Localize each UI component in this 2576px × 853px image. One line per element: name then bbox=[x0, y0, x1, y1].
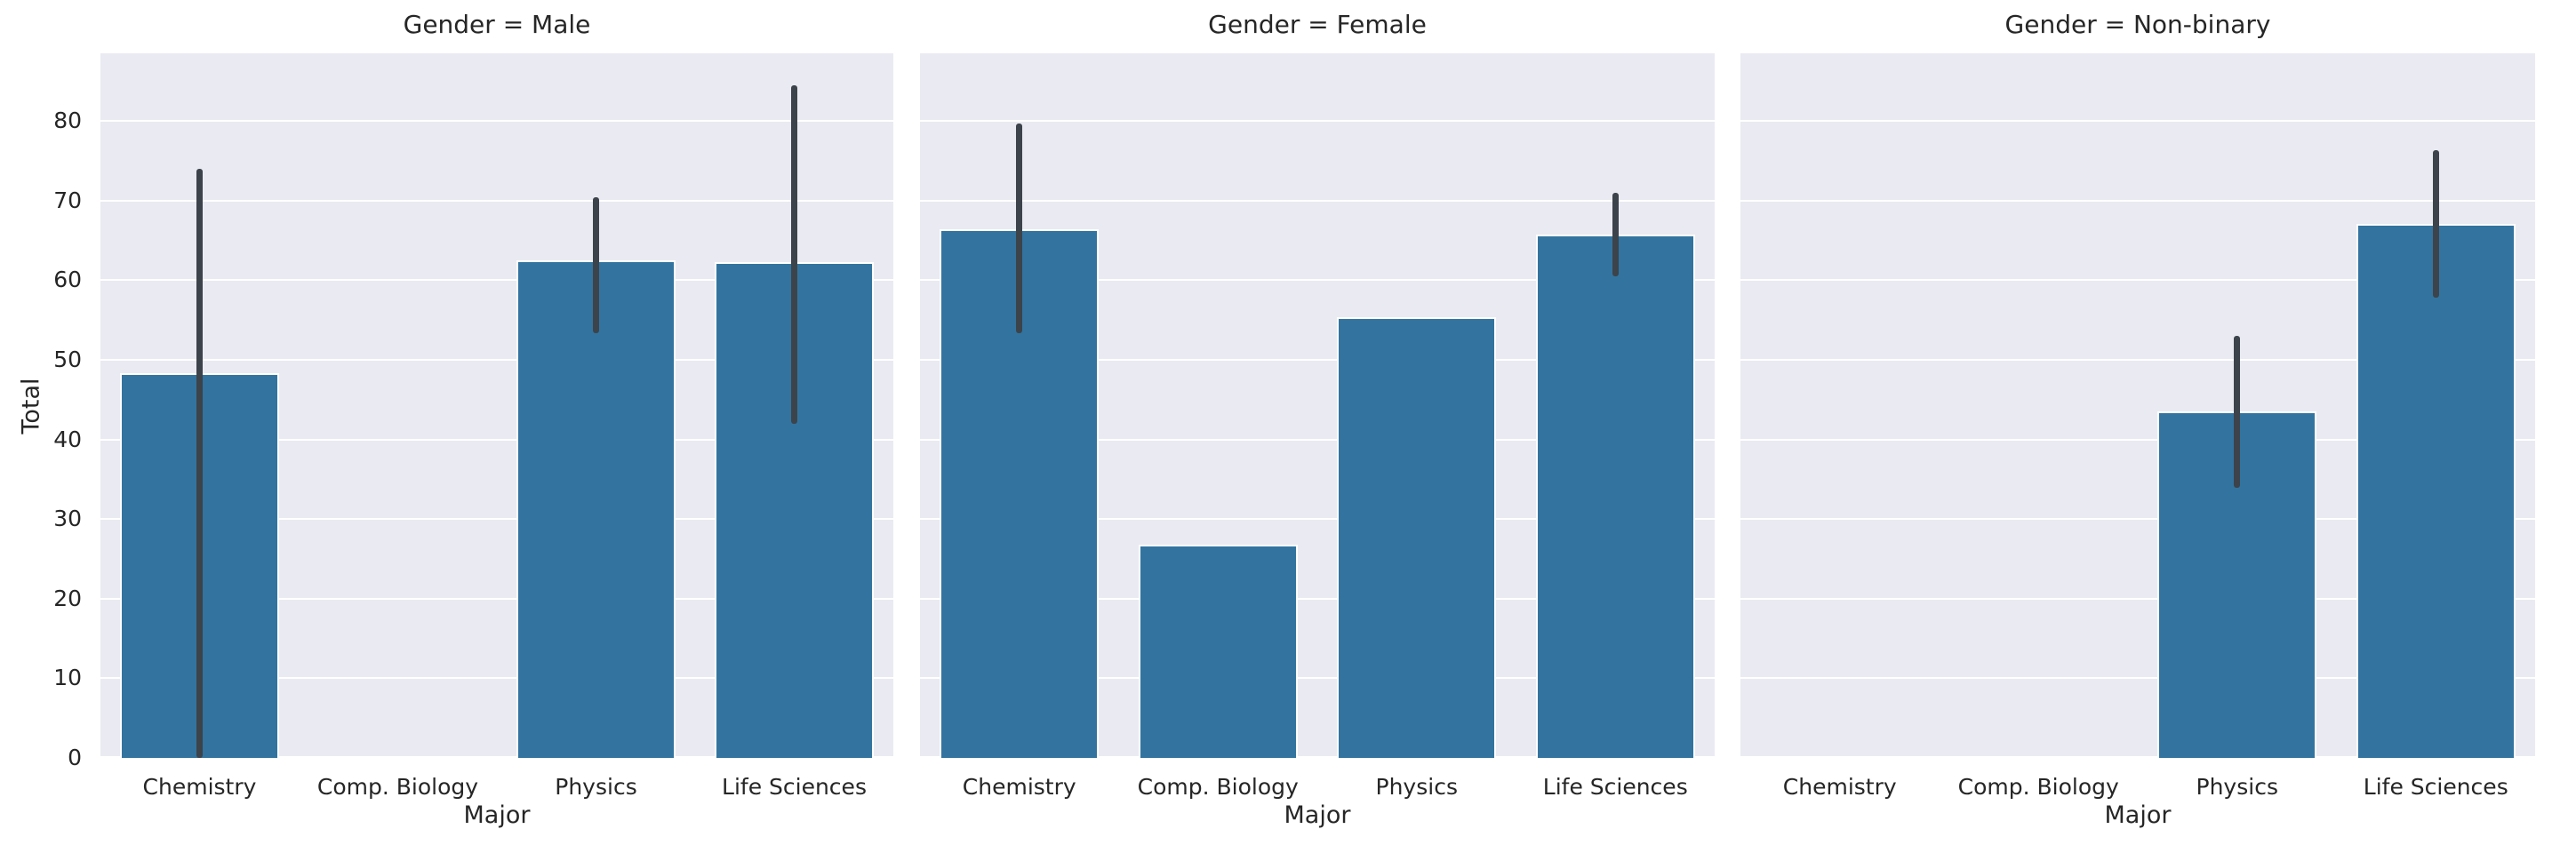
x-tick-label: Comp. Biology bbox=[1957, 774, 2119, 800]
bar-comp-biology bbox=[1138, 544, 1298, 758]
gridline bbox=[920, 358, 1715, 361]
x-tick-label: Life Sciences bbox=[722, 774, 867, 800]
x-tick-label: Chemistry bbox=[1782, 774, 1897, 800]
facet-axes bbox=[100, 53, 893, 758]
x-tick-label: Physics bbox=[555, 774, 637, 800]
y-tick-label: 40 bbox=[53, 426, 82, 452]
x-axis-label: Major bbox=[463, 801, 531, 829]
facet-title: Gender = Female bbox=[1208, 10, 1427, 39]
gridline bbox=[1740, 358, 2535, 361]
gridline bbox=[100, 438, 893, 441]
gridline bbox=[1740, 518, 2535, 521]
gridline bbox=[100, 279, 893, 282]
y-tick-label: 70 bbox=[53, 187, 82, 213]
gridline bbox=[920, 279, 1715, 282]
gridline bbox=[100, 358, 893, 361]
x-tick-label: Physics bbox=[2196, 774, 2278, 800]
gridline bbox=[100, 756, 893, 758]
gridline bbox=[100, 120, 893, 123]
y-tick-label: 20 bbox=[53, 585, 82, 611]
y-axis-label: Total bbox=[17, 377, 45, 434]
gridline bbox=[920, 438, 1715, 441]
gridline bbox=[1740, 677, 2535, 680]
x-tick-label: Comp. Biology bbox=[316, 774, 479, 800]
x-tick-label: Chemistry bbox=[142, 774, 257, 800]
gridline bbox=[920, 677, 1715, 680]
error-bar bbox=[2432, 150, 2439, 299]
y-tick-label: 50 bbox=[53, 346, 82, 372]
x-tick-label: Life Sciences bbox=[2363, 774, 2508, 800]
gridline bbox=[920, 597, 1715, 600]
error-bar bbox=[1612, 192, 1619, 276]
x-axis-label: Major bbox=[2104, 801, 2172, 829]
error-bar bbox=[1016, 123, 1023, 333]
facet-axes bbox=[1740, 53, 2535, 758]
gridline bbox=[100, 199, 893, 202]
y-tick-label: 60 bbox=[53, 267, 82, 293]
y-tick-label: 0 bbox=[68, 745, 82, 770]
gridline bbox=[1740, 756, 2535, 758]
bar-life-sciences bbox=[1535, 235, 1695, 758]
facet-axes bbox=[920, 53, 1715, 758]
facet-title: Gender = Non-binary bbox=[2004, 10, 2271, 39]
facet-title: Gender = Male bbox=[403, 10, 591, 39]
bar-life-sciences bbox=[2356, 223, 2516, 758]
gridline bbox=[100, 597, 893, 600]
error-bar bbox=[196, 168, 203, 758]
gridline bbox=[1740, 597, 2535, 600]
y-tick-label: 80 bbox=[53, 108, 82, 134]
y-tick-label: 10 bbox=[53, 665, 82, 691]
error-bar bbox=[593, 197, 599, 334]
bar-physics bbox=[516, 259, 676, 758]
x-tick-label: Chemistry bbox=[962, 774, 1076, 800]
gridline bbox=[920, 199, 1715, 202]
x-tick-label: Life Sciences bbox=[1542, 774, 1688, 800]
x-axis-label: Major bbox=[1284, 801, 1351, 829]
gridline bbox=[920, 756, 1715, 758]
error-bar bbox=[2234, 336, 2241, 489]
x-tick-label: Comp. Biology bbox=[1137, 774, 1299, 800]
gridline bbox=[920, 518, 1715, 521]
gridline bbox=[920, 120, 1715, 123]
gridline bbox=[1740, 120, 2535, 123]
gridline bbox=[1740, 438, 2535, 441]
bar-physics bbox=[1337, 316, 1497, 758]
gridline bbox=[1740, 199, 2535, 202]
gridline bbox=[1740, 279, 2535, 282]
error-bar bbox=[791, 84, 797, 424]
x-tick-label: Physics bbox=[1375, 774, 1458, 800]
y-tick-label: 30 bbox=[53, 506, 82, 532]
gridline bbox=[100, 518, 893, 521]
gridline bbox=[100, 677, 893, 680]
